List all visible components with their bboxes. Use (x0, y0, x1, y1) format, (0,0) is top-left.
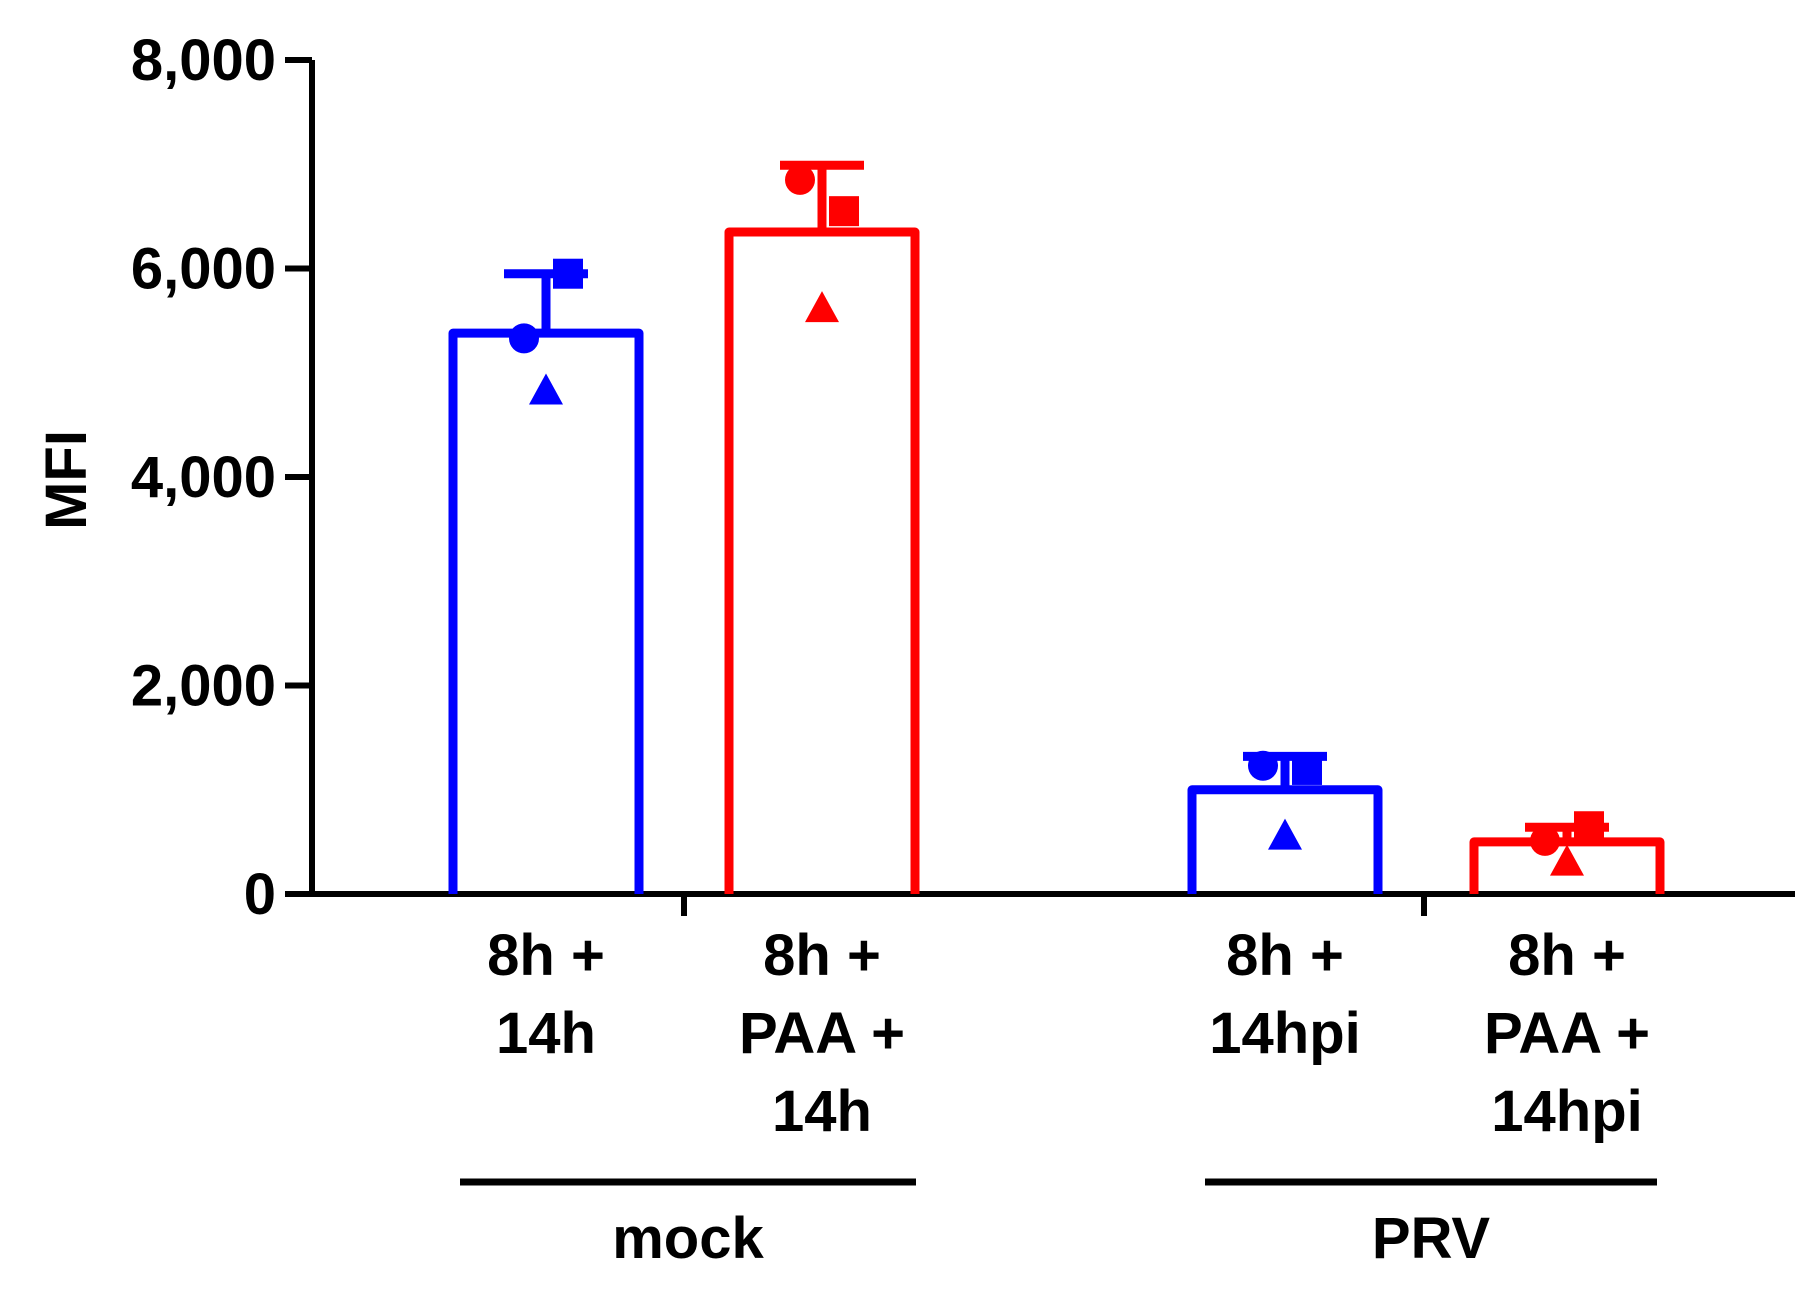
bar-group (1469, 811, 1665, 894)
bar-group (724, 160, 920, 894)
category-label: PAA + (1484, 1001, 1650, 1066)
bars (448, 160, 1665, 894)
data-point-square (829, 196, 859, 227)
data-point-square (553, 258, 583, 289)
category-label: 14h (772, 1079, 872, 1144)
data-point-triangle (529, 373, 563, 405)
group-label: PRV (1372, 1206, 1491, 1271)
category-label: 14h (496, 1001, 596, 1066)
y-tick-label: 6,000 (131, 237, 276, 302)
y-tick-label: 2,000 (131, 654, 276, 719)
data-point-circle (1530, 825, 1560, 856)
category-label: 14hpi (1209, 1001, 1361, 1066)
category-label: 8h + (1226, 923, 1344, 988)
category-label: 14hpi (1491, 1079, 1643, 1144)
y-tick-label: 4,000 (131, 445, 276, 510)
data-point-circle (509, 323, 539, 354)
bar (448, 328, 644, 894)
group-label: mock (612, 1206, 764, 1271)
data-point-triangle (1268, 818, 1302, 850)
data-point-triangle (1550, 844, 1584, 876)
y-axis-title: MFI (34, 430, 99, 530)
category-label: 8h + (487, 923, 605, 988)
data-point-triangle (805, 291, 839, 323)
axes: 0 2,000 4,000 6,000 8,000 (131, 28, 1795, 927)
data-point-circle (785, 164, 815, 195)
data-point-square (1292, 754, 1322, 785)
bar-group (1187, 750, 1383, 894)
category-labels: 8h + 14h 8h + PAA + 14h 8h + 14hpi 8h + PAA + 14h… (460, 923, 1657, 1271)
category-label: 8h + (1508, 923, 1626, 988)
data-point-circle (1248, 750, 1278, 781)
category-label: 8h + (763, 923, 881, 988)
y-tick-label: 8,000 (131, 28, 276, 93)
y-tick-label: 0 (244, 862, 276, 927)
category-label: PAA + (739, 1001, 905, 1066)
bar-group (448, 258, 644, 894)
bar (724, 227, 920, 894)
data-point-square (1574, 811, 1604, 842)
